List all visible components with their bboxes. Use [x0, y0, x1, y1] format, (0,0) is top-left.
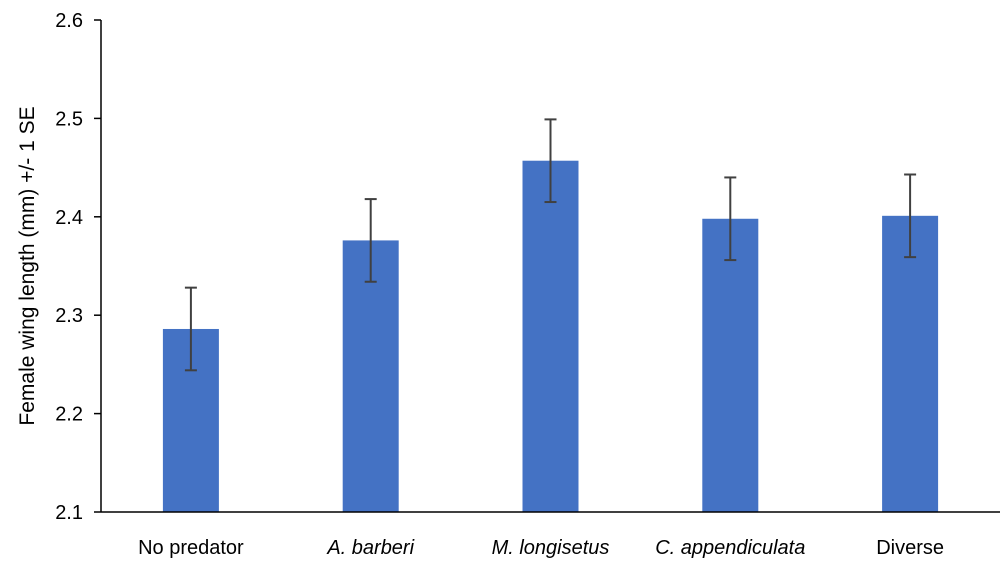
y-tick-labels: 2.1 2.2 2.3 2.4 2.5 2.6	[55, 10, 101, 524]
x-tick-label: Diverse	[876, 537, 944, 559]
bars	[162, 160, 939, 513]
x-tick-label: A. barberi	[326, 537, 414, 559]
y-tick-label: 2.4	[55, 207, 83, 229]
y-tick-label: 2.5	[55, 108, 83, 130]
y-tick-label: 2.1	[55, 502, 83, 524]
error-bar	[364, 198, 377, 283]
error-bars	[184, 118, 917, 372]
error-bar	[184, 286, 197, 372]
bar	[702, 218, 759, 512]
x-tick-label: M. longisetus	[492, 537, 610, 559]
error-bar	[904, 173, 917, 259]
y-tick-label: 2.2	[55, 404, 83, 426]
y-axis-label-group: Female wing length (mm) +/- 1 SE	[16, 106, 39, 425]
x-tick-label: No predator	[138, 537, 244, 559]
x-tick-label: C. appendiculata	[655, 537, 805, 559]
x-tick-labels: No predator A. barberi M. longisetus C. app…	[138, 537, 944, 559]
bar	[522, 160, 579, 512]
error-bar	[544, 118, 557, 204]
bar	[342, 240, 399, 512]
bar	[882, 215, 939, 513]
y-axis-label: Female wing length (mm) +/- 1 SE	[16, 106, 39, 425]
y-tick-label: 2.3	[55, 305, 83, 327]
y-tick-label: 2.6	[55, 10, 83, 32]
error-bar	[724, 176, 737, 262]
